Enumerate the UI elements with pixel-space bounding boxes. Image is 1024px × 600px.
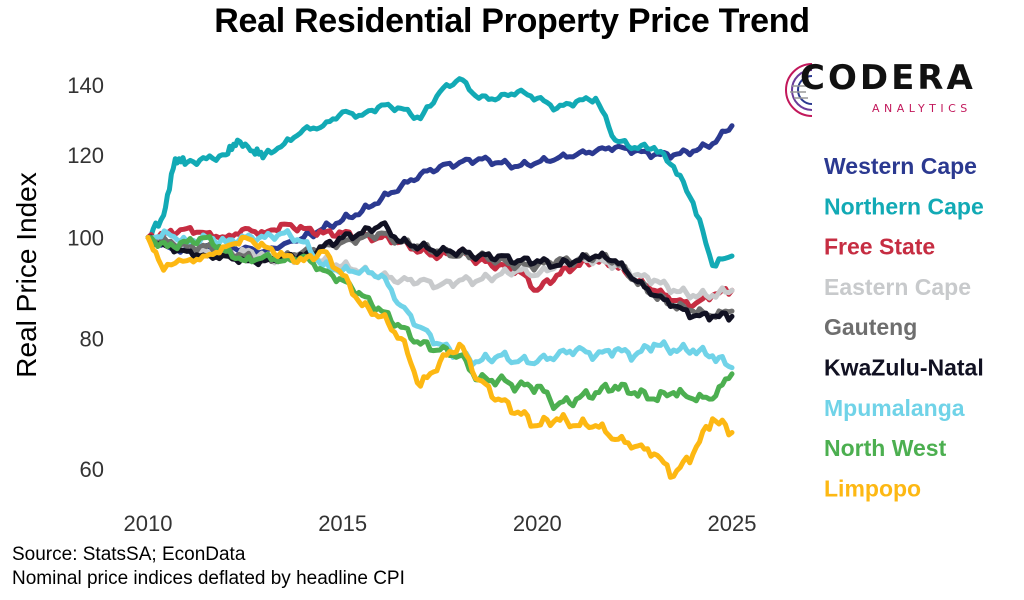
- y-tick-label: 140: [67, 73, 104, 98]
- y-tick-label: 60: [80, 457, 104, 482]
- legend-item: Free State: [824, 234, 935, 260]
- series-line-northern-cape: [145, 76, 735, 269]
- method-note: Nominal price indices deflated by headli…: [12, 568, 405, 589]
- x-tick-label: 2010: [124, 511, 173, 536]
- y-tick-label: 120: [67, 143, 104, 168]
- legend-item: Northern Cape: [824, 193, 984, 219]
- logo-subtitle: ANALYTICS: [872, 102, 972, 115]
- axes: Real Price Index 60 80 100 120 140 2010 2015 20…: [11, 73, 756, 536]
- series-line-eastern-cape: [145, 235, 735, 301]
- x-tick-label: 2020: [513, 511, 562, 536]
- chart-title: Real Residential Property Price Trend: [214, 2, 810, 40]
- legend-item: Gauteng: [824, 314, 917, 340]
- legend: Western Cape Northern Cape Free State Easte…: [824, 153, 984, 501]
- series-line-free-state: [145, 221, 735, 310]
- series-line-north-west: [145, 234, 735, 412]
- legend-item: Eastern Cape: [824, 274, 971, 300]
- legend-item: Mpumalanga: [824, 395, 965, 421]
- legend-item: KwaZulu-Natal: [824, 355, 984, 381]
- legend-item: Limpopo: [824, 475, 921, 501]
- codera-logo: CODERA ANALYTICS: [778, 56, 978, 122]
- legend-item: North West: [824, 435, 947, 461]
- legend-item: Western Cape: [824, 153, 977, 179]
- series-lines: [145, 76, 735, 480]
- x-tick-label: 2025: [708, 511, 757, 536]
- source-note: Source: StatsSA; EconData Nominal price …: [12, 543, 405, 591]
- logo-mark-icon: [785, 63, 813, 117]
- series-line-western-cape: [145, 123, 735, 256]
- series-line-limpopo: [145, 234, 735, 480]
- y-axis-label: Real Price Index: [11, 172, 42, 377]
- source-line: Source: StatsSA; EconData: [12, 544, 246, 565]
- y-tick-label: 80: [80, 327, 104, 352]
- logo-wordmark: CODERA: [800, 58, 976, 98]
- x-tick-label: 2015: [318, 511, 367, 536]
- series-line-kwazulu-natal: [145, 220, 735, 323]
- y-tick-label: 100: [67, 225, 104, 250]
